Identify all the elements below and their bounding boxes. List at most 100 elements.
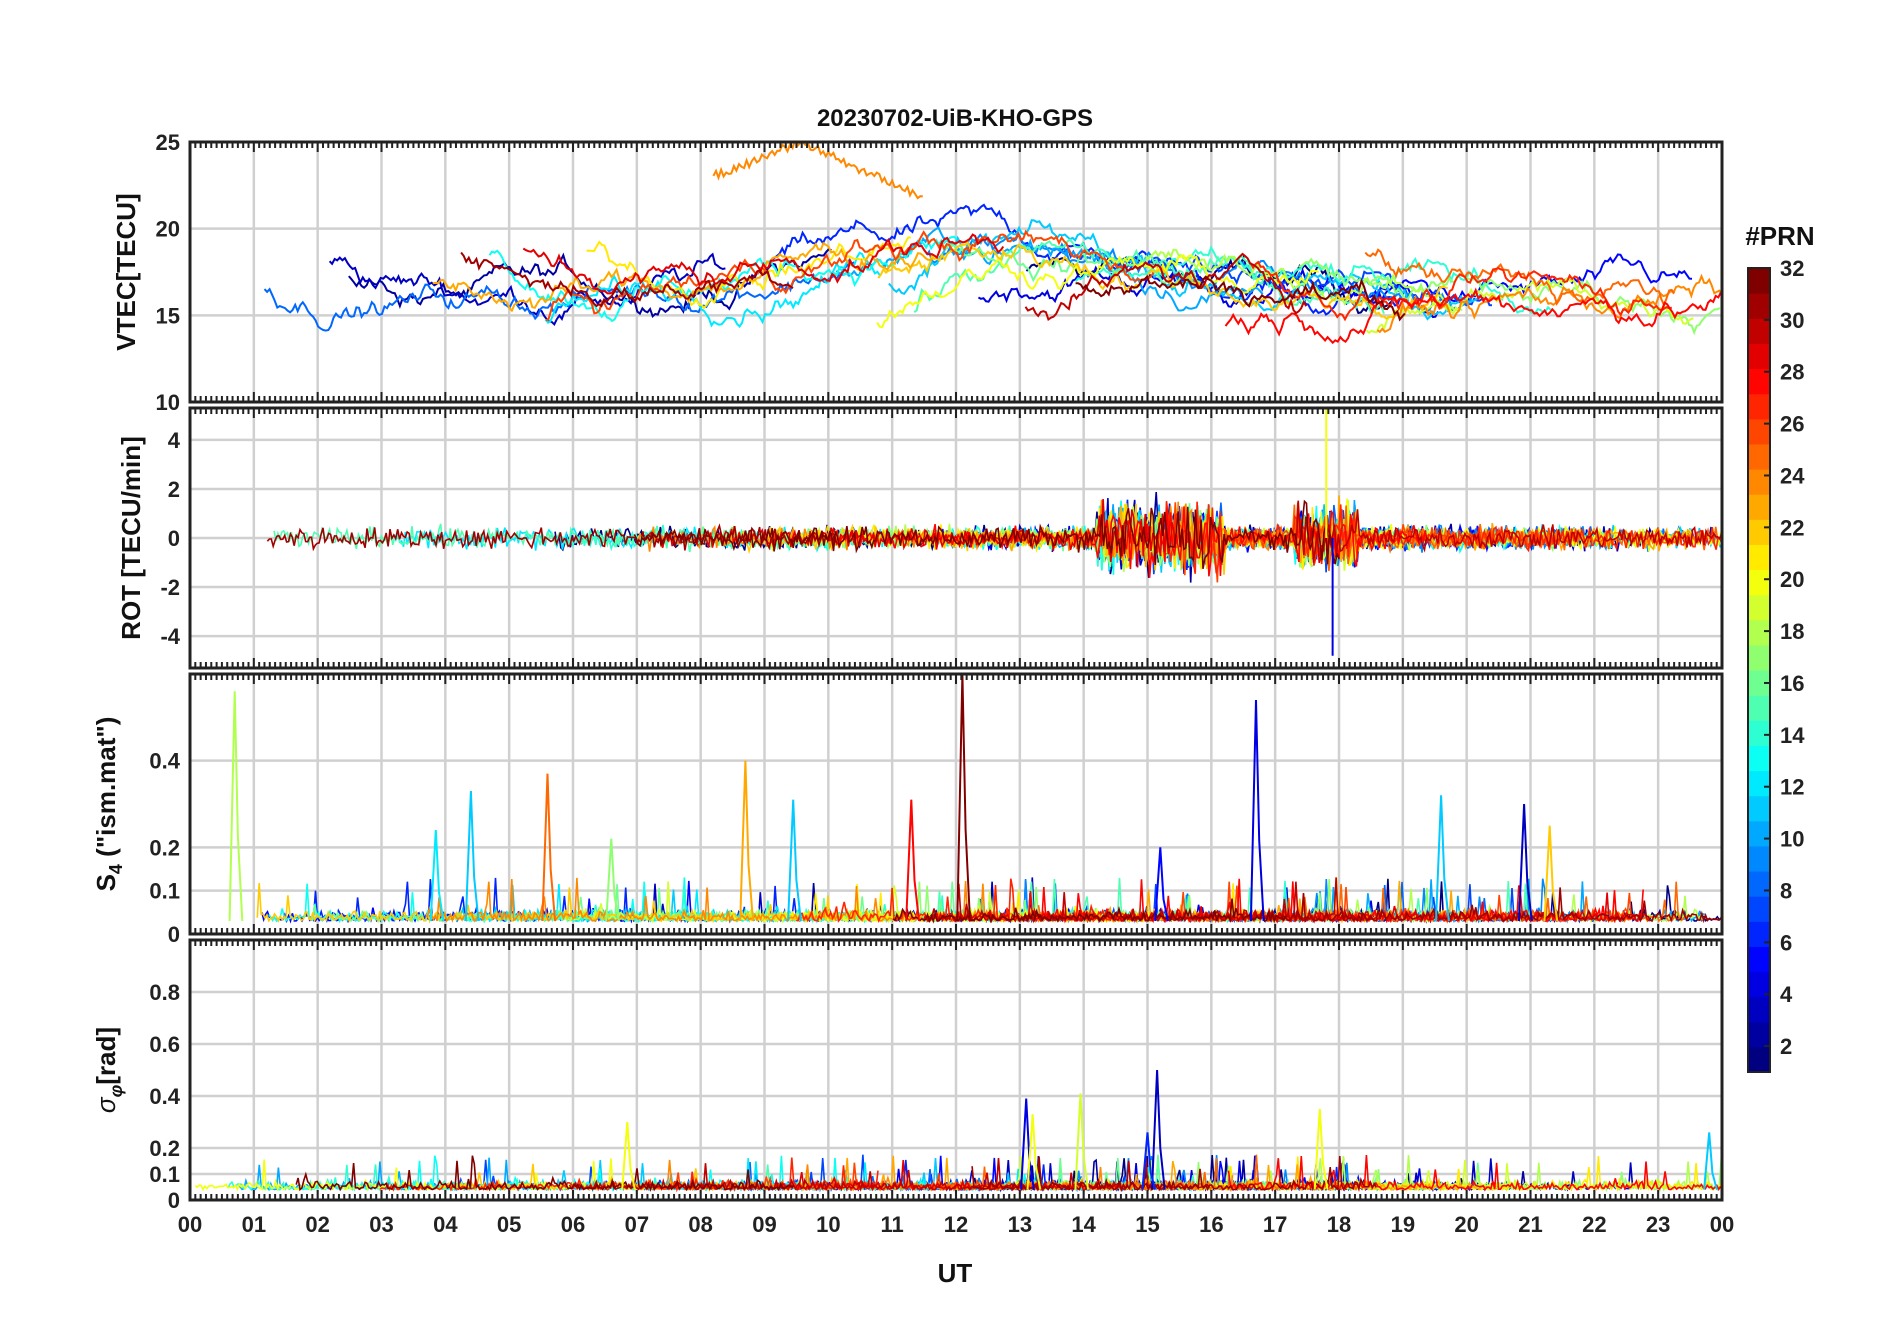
colorbar-tick-label: 14 bbox=[1780, 723, 1805, 748]
series-group bbox=[228, 674, 1722, 924]
colorbar-swatch bbox=[1748, 946, 1770, 973]
x-tick-label: 15 bbox=[1135, 1212, 1159, 1237]
y-tick-label: 2 bbox=[168, 477, 180, 502]
x-tick-label: 10 bbox=[816, 1212, 840, 1237]
colorbar-swatch bbox=[1748, 996, 1770, 1023]
colorbar-swatch bbox=[1748, 544, 1770, 571]
y-axis-label: σφ[rad] bbox=[91, 1027, 126, 1113]
y-tick-label: 25 bbox=[156, 130, 180, 155]
x-axis-label: UT bbox=[938, 1258, 973, 1288]
spike-prn-32 bbox=[956, 674, 971, 922]
spike-prn-4 bbox=[1020, 1098, 1035, 1190]
x-tick-label: 21 bbox=[1518, 1212, 1542, 1237]
series-group bbox=[266, 408, 1722, 656]
colorbar-swatch bbox=[1748, 896, 1770, 922]
colorbar-swatch bbox=[1748, 795, 1770, 822]
colorbar-swatch bbox=[1748, 845, 1770, 872]
colorbar-tick-label: 4 bbox=[1780, 982, 1793, 1007]
colorbar-tick-label: 10 bbox=[1780, 827, 1804, 852]
x-tick-label: 16 bbox=[1199, 1212, 1223, 1237]
colorbar-swatch bbox=[1748, 1021, 1770, 1048]
colorbar-swatch bbox=[1748, 619, 1770, 646]
series-prn-31 bbox=[460, 251, 794, 308]
y-tick-label: 0.1 bbox=[149, 1162, 180, 1187]
y-tick-label: 0.8 bbox=[149, 980, 180, 1005]
colorbar-swatch bbox=[1748, 670, 1770, 696]
colorbar-swatch bbox=[1748, 594, 1770, 621]
series-prn-22 bbox=[256, 883, 833, 924]
colorbar-swatch bbox=[1748, 393, 1770, 420]
colorbar-tick-label: 26 bbox=[1780, 412, 1804, 437]
colorbar-swatch bbox=[1748, 695, 1770, 721]
y-tick-label: 0 bbox=[168, 922, 180, 947]
y-tick-label: 0.2 bbox=[149, 1136, 180, 1161]
series-prn-26 bbox=[545, 229, 1155, 321]
y-axis-label: VTEC[TECU] bbox=[111, 193, 141, 350]
x-tick-label: 02 bbox=[305, 1212, 329, 1237]
colorbar-swatch bbox=[1748, 770, 1770, 797]
colorbar-swatch bbox=[1748, 971, 1770, 998]
x-tick-label: 20 bbox=[1454, 1212, 1478, 1237]
series-prn-8 bbox=[263, 258, 855, 332]
colorbar-swatch bbox=[1748, 469, 1770, 495]
series-prn-20 bbox=[1325, 498, 1722, 566]
colorbar-title: #PRN bbox=[1745, 221, 1814, 251]
series-prn-30 bbox=[1024, 252, 1308, 321]
colorbar-swatch bbox=[1748, 268, 1770, 294]
x-tick-label: 06 bbox=[561, 1212, 585, 1237]
series-prn-28 bbox=[1224, 287, 1722, 345]
x-tick-label: 22 bbox=[1582, 1212, 1606, 1237]
spike-prn-22 bbox=[1543, 825, 1559, 922]
y-tick-label: 0.6 bbox=[149, 1032, 180, 1057]
series-prn-22 bbox=[877, 241, 1449, 320]
y-axis-label: S4 ("ism.mat") bbox=[91, 717, 126, 892]
series-prn-31 bbox=[971, 1155, 1377, 1193]
spike-prn-23 bbox=[739, 760, 754, 922]
colorbar-swatch bbox=[1748, 871, 1770, 897]
spike-prn-3 bbox=[1151, 1069, 1166, 1190]
series-prn-32 bbox=[633, 499, 1340, 569]
series-prn-12 bbox=[544, 251, 881, 328]
colorbar-tick-label: 2 bbox=[1780, 1034, 1792, 1059]
y-tick-label: 15 bbox=[156, 303, 180, 328]
colorbar-swatch bbox=[1748, 343, 1770, 370]
x-tick-label: 01 bbox=[242, 1212, 266, 1237]
colorbar-swatch bbox=[1748, 720, 1770, 746]
colorbar-frame bbox=[1747, 267, 1771, 1073]
spike-prn-19 bbox=[1074, 1093, 1090, 1190]
series-prn-31 bbox=[1281, 887, 1722, 924]
colorbar-tick-label: 20 bbox=[1780, 567, 1804, 592]
colorbar-swatch bbox=[1748, 820, 1770, 847]
spike-prn-25 bbox=[541, 773, 557, 922]
series-prn-30 bbox=[568, 1158, 1210, 1192]
x-tick-label: 23 bbox=[1646, 1212, 1670, 1237]
colorbar-swatch bbox=[1748, 494, 1770, 520]
spike-prn-28 bbox=[905, 799, 920, 922]
series-group bbox=[263, 142, 1722, 345]
y-tick-label: -2 bbox=[160, 575, 180, 600]
spike-prn-20 bbox=[621, 1121, 636, 1190]
series-group bbox=[194, 1069, 1722, 1193]
spike-prn-6 bbox=[1141, 1132, 1157, 1190]
spike-prn-11 bbox=[1703, 1132, 1718, 1190]
x-tick-label: 09 bbox=[752, 1212, 776, 1237]
spike-prn-4 bbox=[1249, 699, 1265, 922]
x-tick-label: 12 bbox=[944, 1212, 968, 1237]
spike-prn-20 bbox=[1313, 1108, 1329, 1190]
x-tick-label: 17 bbox=[1263, 1212, 1287, 1237]
series-prn-27 bbox=[1249, 260, 1673, 322]
series-prn-13 bbox=[488, 235, 958, 323]
x-tick-label: 00 bbox=[1710, 1212, 1734, 1237]
x-tick-label: 11 bbox=[881, 1212, 904, 1237]
spike-prn-20 bbox=[1026, 1114, 1042, 1190]
colorbar-tick-label: 28 bbox=[1780, 360, 1804, 385]
series-prn-20 bbox=[876, 253, 1320, 329]
spike-prn-12 bbox=[429, 829, 445, 922]
y-tick-label: 0.4 bbox=[149, 749, 180, 774]
colorbar-swatch bbox=[1748, 443, 1770, 470]
y-tick-label: -4 bbox=[160, 624, 180, 649]
series-prn-19 bbox=[1365, 276, 1694, 334]
spike-prn-18 bbox=[228, 691, 244, 922]
